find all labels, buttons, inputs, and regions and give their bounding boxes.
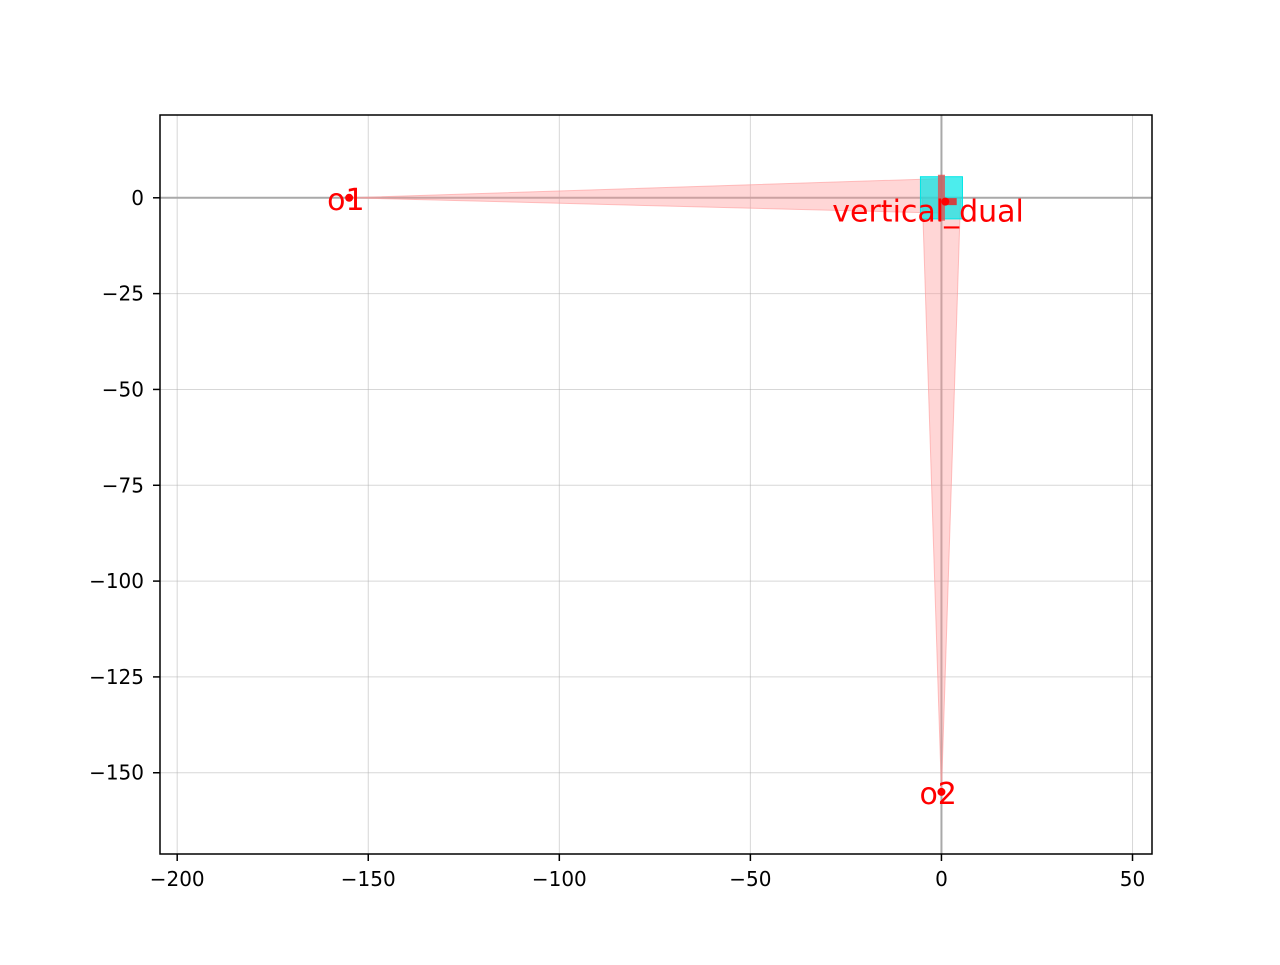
- x-tick-label: −100: [532, 867, 587, 891]
- y-tick-label: −25: [102, 282, 144, 306]
- y-tick-label: −50: [102, 377, 144, 401]
- y-tick-label: 0: [131, 186, 144, 210]
- plot-frame: [159, 114, 1153, 855]
- y-tick-label: −125: [89, 665, 144, 689]
- point-o1: [345, 193, 354, 202]
- point-vertical_dual: [941, 197, 950, 206]
- x-tick-label: −200: [150, 867, 205, 891]
- x-tick-label: −50: [729, 867, 771, 891]
- label-o1: o1: [327, 183, 364, 218]
- plot-background: [160, 115, 1152, 854]
- x-tick-label: 0: [935, 867, 948, 891]
- x-tick-label: 50: [1120, 867, 1145, 891]
- y-tick-label: −100: [89, 569, 144, 593]
- point-o2: [937, 787, 946, 796]
- x-tick-label: −150: [341, 867, 396, 891]
- label-vertical_dual: vertical_dual: [832, 195, 1024, 230]
- y-tick-label: −75: [102, 473, 144, 497]
- y-tick-label: −150: [89, 761, 144, 785]
- label-o2: o2: [919, 777, 956, 812]
